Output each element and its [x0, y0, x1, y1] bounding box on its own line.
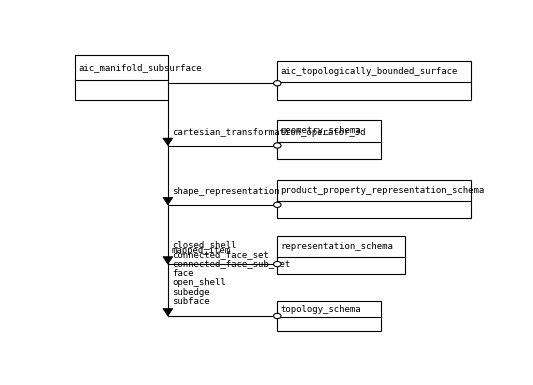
Polygon shape: [163, 198, 173, 205]
Ellipse shape: [273, 80, 281, 86]
Polygon shape: [163, 138, 173, 146]
Polygon shape: [163, 257, 173, 264]
Text: connected_face_sub_set: connected_face_sub_set: [172, 259, 290, 268]
Bar: [277, 61, 471, 100]
Text: product_property_representation_schema: product_property_representation_schema: [280, 186, 485, 195]
Text: closed_shell: closed_shell: [172, 240, 237, 249]
Text: aic_manifold_subsurface: aic_manifold_subsurface: [78, 63, 202, 72]
Text: representation_schema: representation_schema: [280, 242, 393, 251]
Text: aic_topologically_bounded_surface: aic_topologically_bounded_surface: [280, 67, 458, 76]
Bar: [277, 301, 381, 331]
Bar: [277, 236, 405, 275]
Text: geometry_schema: geometry_schema: [280, 126, 361, 136]
Text: cartesian_transformation_operator_3d: cartesian_transformation_operator_3d: [172, 127, 366, 137]
Text: subface: subface: [172, 297, 209, 306]
Text: topology_schema: topology_schema: [280, 305, 361, 314]
Text: shape_representation: shape_representation: [172, 187, 279, 196]
Text: open_shell: open_shell: [172, 278, 225, 287]
Ellipse shape: [273, 313, 281, 319]
Ellipse shape: [273, 202, 281, 208]
Ellipse shape: [273, 261, 281, 267]
Text: subedge: subedge: [172, 288, 209, 297]
Bar: [277, 179, 471, 218]
Bar: [75, 55, 168, 100]
Bar: [277, 120, 381, 159]
Ellipse shape: [273, 143, 281, 148]
Polygon shape: [163, 308, 173, 316]
Text: face: face: [172, 269, 193, 278]
Text: connected_face_set: connected_face_set: [172, 250, 269, 259]
Text: mapped_item: mapped_item: [172, 246, 231, 255]
